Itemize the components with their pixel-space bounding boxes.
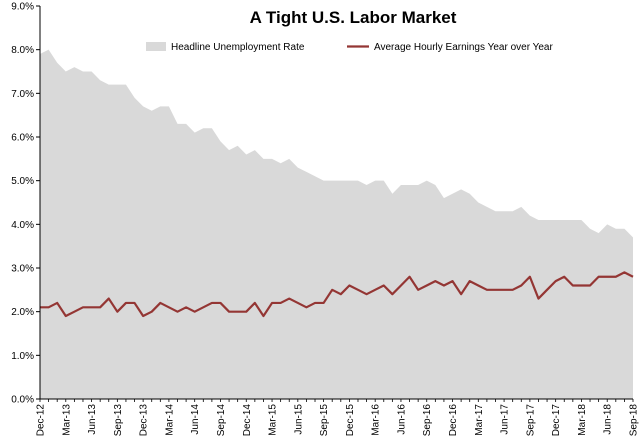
legend: Headline Unemployment Rate Average Hourl… xyxy=(146,42,553,53)
x-tick-label: Jun-15 xyxy=(293,404,304,435)
x-tick-label: Jun-16 xyxy=(396,404,407,435)
legend-swatch-unemployment xyxy=(146,42,166,51)
y-tick-label: 3.0% xyxy=(11,264,34,275)
x-tick-label: Dec-13 xyxy=(139,404,150,437)
series-area-unemployment xyxy=(40,49,633,400)
y-tick-label: 7.0% xyxy=(11,89,34,100)
x-tick-label: Jun-18 xyxy=(603,404,614,435)
y-tick-label: 2.0% xyxy=(11,307,34,318)
y-tick-label: 5.0% xyxy=(11,176,34,187)
x-tick-label: Dec-15 xyxy=(345,404,356,437)
x-tick-label: Jun-14 xyxy=(190,404,201,435)
x-tick-label: Mar-15 xyxy=(268,404,279,436)
x-tick-label: Dec-16 xyxy=(448,404,459,437)
x-tick-label: Sep-13 xyxy=(113,404,124,437)
y-tick-label: 9.0% xyxy=(11,2,34,13)
plot-area xyxy=(40,49,634,400)
chart-title: A Tight U.S. Labor Market xyxy=(250,8,457,27)
y-tick-label: 6.0% xyxy=(11,133,34,144)
x-tick-label: Mar-17 xyxy=(474,404,485,436)
x-tick-label: Jun-13 xyxy=(87,404,98,435)
x-axis: Dec-12 Mar-13 Jun-13 Sep-13 Dec-13 Mar-14 Jun-… xyxy=(36,398,640,437)
series-line-earnings xyxy=(40,271,634,318)
x-tick-label: Jun-17 xyxy=(500,404,511,435)
y-tick-label: 0.0% xyxy=(11,395,34,406)
x-tick-label: Mar-16 xyxy=(371,404,382,436)
x-tick-label: Mar-18 xyxy=(577,404,588,436)
legend-label-unemployment: Headline Unemployment Rate xyxy=(171,42,305,53)
x-tick-label: Sep-17 xyxy=(525,404,536,437)
x-tick-label: Sep-16 xyxy=(422,404,433,437)
legend-label-earnings: Average Hourly Earnings Year over Year xyxy=(374,42,553,53)
x-tick-label: Dec-14 xyxy=(242,404,253,437)
x-tick-label: Sep-15 xyxy=(319,404,330,437)
y-tick-label: 1.0% xyxy=(11,351,34,362)
y-tick-label: 4.0% xyxy=(11,220,34,231)
x-tick-label: Dec-12 xyxy=(36,404,47,437)
x-tick-label: Dec-17 xyxy=(551,404,562,437)
x-tick-label: Mar-13 xyxy=(61,404,72,436)
y-axis: 0.0% 1.0% 2.0% 3.0% 4.0% 5.0% 6.0% 7.0% 8.0% 9.0% xyxy=(11,2,41,406)
x-tick-label: Sep-14 xyxy=(216,404,227,437)
y-tick-label: 8.0% xyxy=(11,45,34,56)
x-tick-label: Mar-14 xyxy=(164,404,175,436)
x-tick-label: Sep-18 xyxy=(629,404,640,437)
